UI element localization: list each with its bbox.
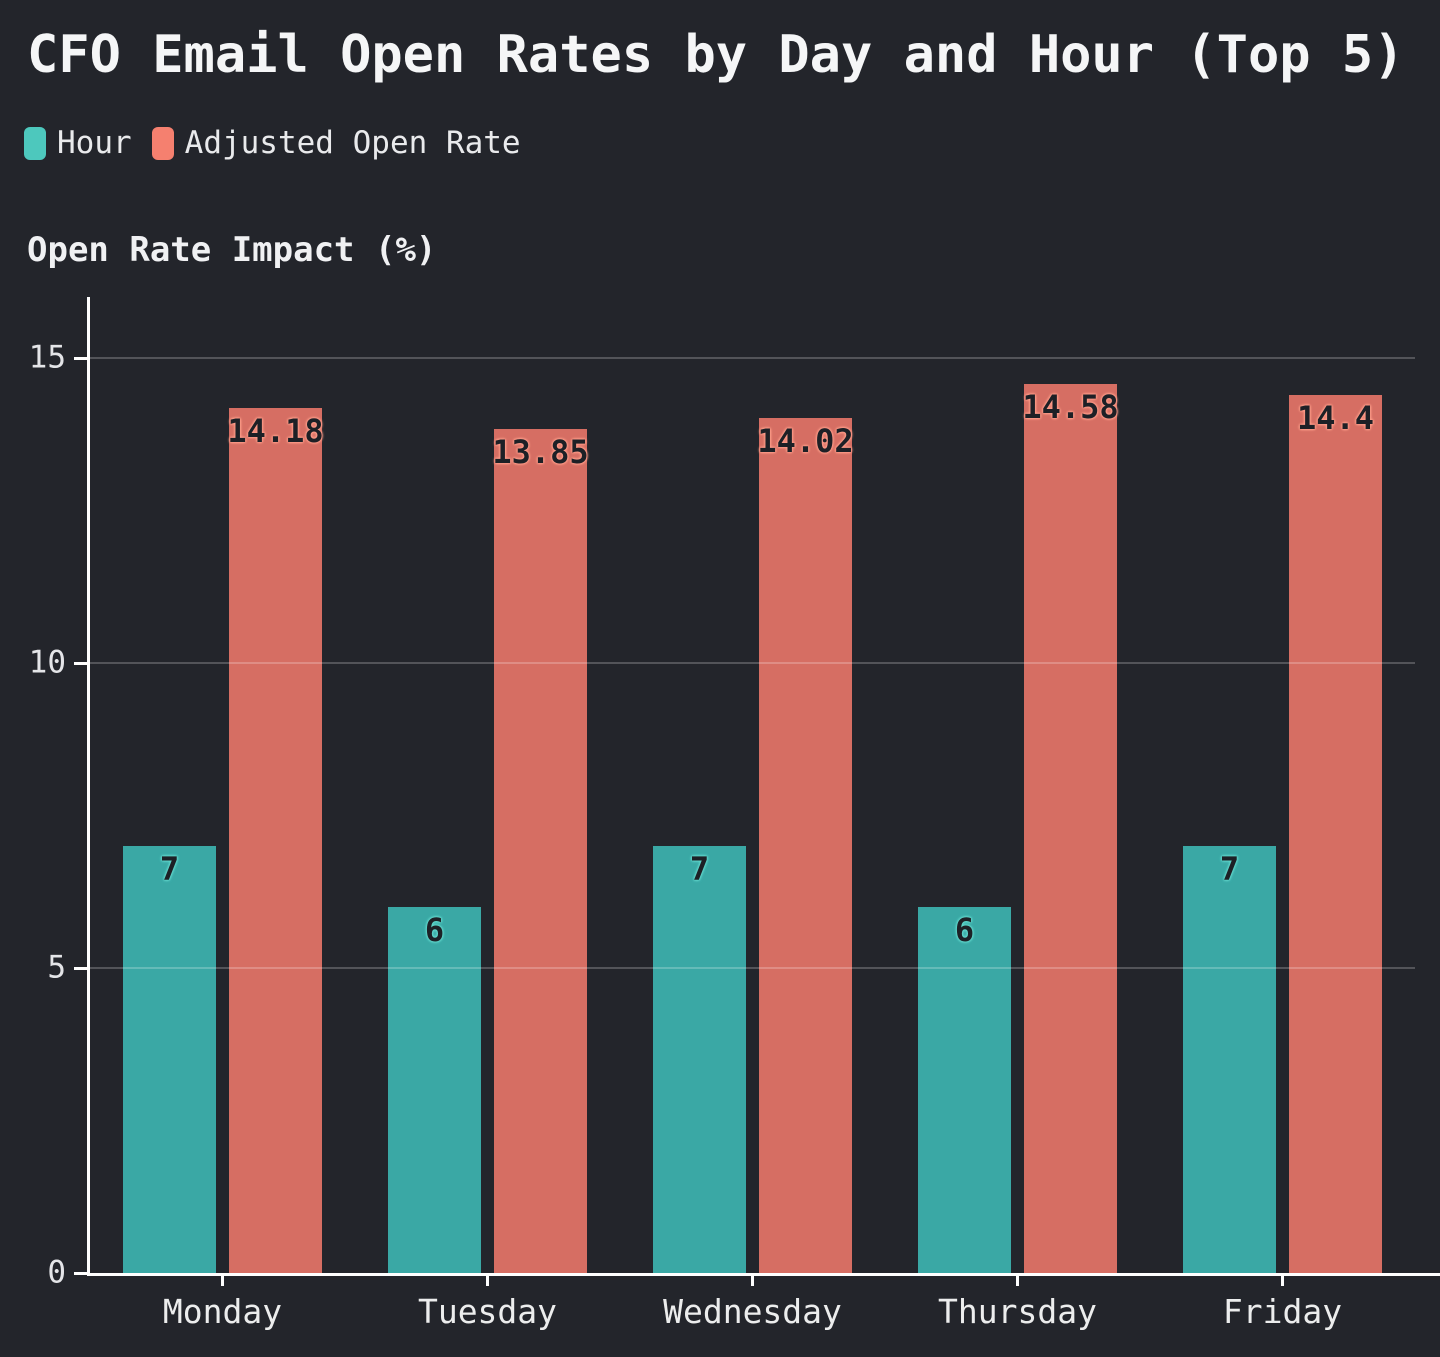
x-axis-tick — [751, 1273, 754, 1287]
gridline — [90, 662, 1415, 665]
bar-value-label: 14.4 — [1296, 398, 1375, 437]
y-axis-tick — [74, 356, 87, 360]
x-axis-label: Monday — [162, 1292, 283, 1332]
x-axis-tick — [1016, 1273, 1019, 1287]
x-axis-cell: Monday — [90, 1273, 355, 1331]
x-axis-label: Tuesday — [417, 1292, 558, 1332]
x-axis-cell: Thursday — [885, 1273, 1150, 1331]
x-axis-cell: Friday — [1150, 1273, 1415, 1331]
hour-bar[interactable]: 6 — [388, 907, 481, 1274]
bar-group-friday: 7 14.4 — [1150, 394, 1415, 1274]
legend-label: Adjusted Open Rate — [184, 125, 521, 162]
x-axis-tick — [486, 1273, 489, 1287]
x-axis-cell: Wednesday — [620, 1273, 885, 1331]
adjusted-open-rate-bar[interactable]: 13.85 — [492, 428, 589, 1274]
bar-value-label: 6 — [424, 911, 445, 950]
bar-value-label: 7 — [159, 850, 180, 889]
bars-layer: 7 14.18 6 13.85 7 14.02 6 14.58 7 14.4 — [90, 297, 1415, 1274]
adjusted-open-rate-bar[interactable]: 14.4 — [1289, 394, 1382, 1274]
chart-page: CFO Email Open Rates by Day and Hour (To… — [0, 25, 1440, 1331]
bar-value-label: 6 — [954, 911, 975, 950]
adjusted-open-rate-swatch-icon — [151, 126, 174, 160]
y-axis-tick-label: 0 — [47, 1254, 66, 1291]
adjusted-open-rate-bar[interactable]: 14.02 — [757, 418, 854, 1274]
hour-swatch-icon — [24, 126, 46, 160]
legend-label: Hour — [57, 125, 132, 162]
legend-item-hour[interactable]: Hour — [24, 125, 132, 161]
y-axis-tick — [74, 966, 87, 970]
x-axis-label: Wednesday — [663, 1292, 842, 1332]
bar-value-label: 14.58 — [1022, 387, 1119, 426]
x-axis-cell: Tuesday — [355, 1273, 620, 1331]
legend-item-adjusted-open-rate[interactable]: Adjusted Open Rate — [151, 125, 521, 162]
chart-title: CFO Email Open Rates by Day and Hour (To… — [27, 25, 1405, 85]
bar-value-label: 14.02 — [757, 422, 854, 461]
hour-bar[interactable]: 7 — [653, 846, 746, 1274]
plot-area: 0 5 10 15 7 14.18 6 13.85 7 14.02 6 14.58 7 14.4 Mon… — [29, 297, 1440, 1331]
y-axis-tick-label: 10 — [28, 644, 66, 681]
adjusted-open-rate-bar[interactable]: 14.58 — [1022, 383, 1119, 1274]
x-axis-labels: Monday Tuesday Wednesday Thursday Friday — [90, 1273, 1415, 1331]
legend: Hour Adjusted Open Rate — [24, 125, 1440, 161]
bar-group-tuesday: 6 13.85 — [355, 428, 620, 1274]
y-axis-tick — [74, 661, 87, 665]
bar-value-label: 7 — [689, 850, 710, 889]
y-axis-title: Open Rate Impact (%) — [27, 230, 437, 271]
y-axis-line — [87, 297, 90, 1277]
x-axis-tick — [1281, 1273, 1284, 1287]
bar-value-label: 14.18 — [227, 412, 324, 451]
y-axis-tick-label: 15 — [28, 339, 66, 376]
gridline — [90, 967, 1415, 970]
x-axis-label: Friday — [1222, 1292, 1343, 1332]
bar-value-label: 7 — [1219, 850, 1240, 889]
hour-bar[interactable]: 7 — [1183, 846, 1276, 1274]
adjusted-open-rate-bar[interactable]: 14.18 — [227, 408, 324, 1274]
bar-group-thursday: 6 14.58 — [885, 383, 1150, 1274]
y-axis-tick — [74, 1271, 87, 1275]
x-axis-label: Thursday — [938, 1292, 1097, 1332]
gridline — [90, 357, 1415, 360]
y-axis-tick-label: 5 — [47, 949, 66, 986]
bar-group-monday: 7 14.18 — [90, 408, 355, 1274]
hour-bar[interactable]: 6 — [918, 907, 1011, 1274]
x-axis-tick — [221, 1273, 224, 1287]
bar-group-wednesday: 7 14.02 — [620, 418, 885, 1274]
hour-bar[interactable]: 7 — [123, 846, 216, 1274]
x-axis-line — [87, 1273, 1440, 1277]
bar-value-label: 13.85 — [492, 432, 589, 471]
